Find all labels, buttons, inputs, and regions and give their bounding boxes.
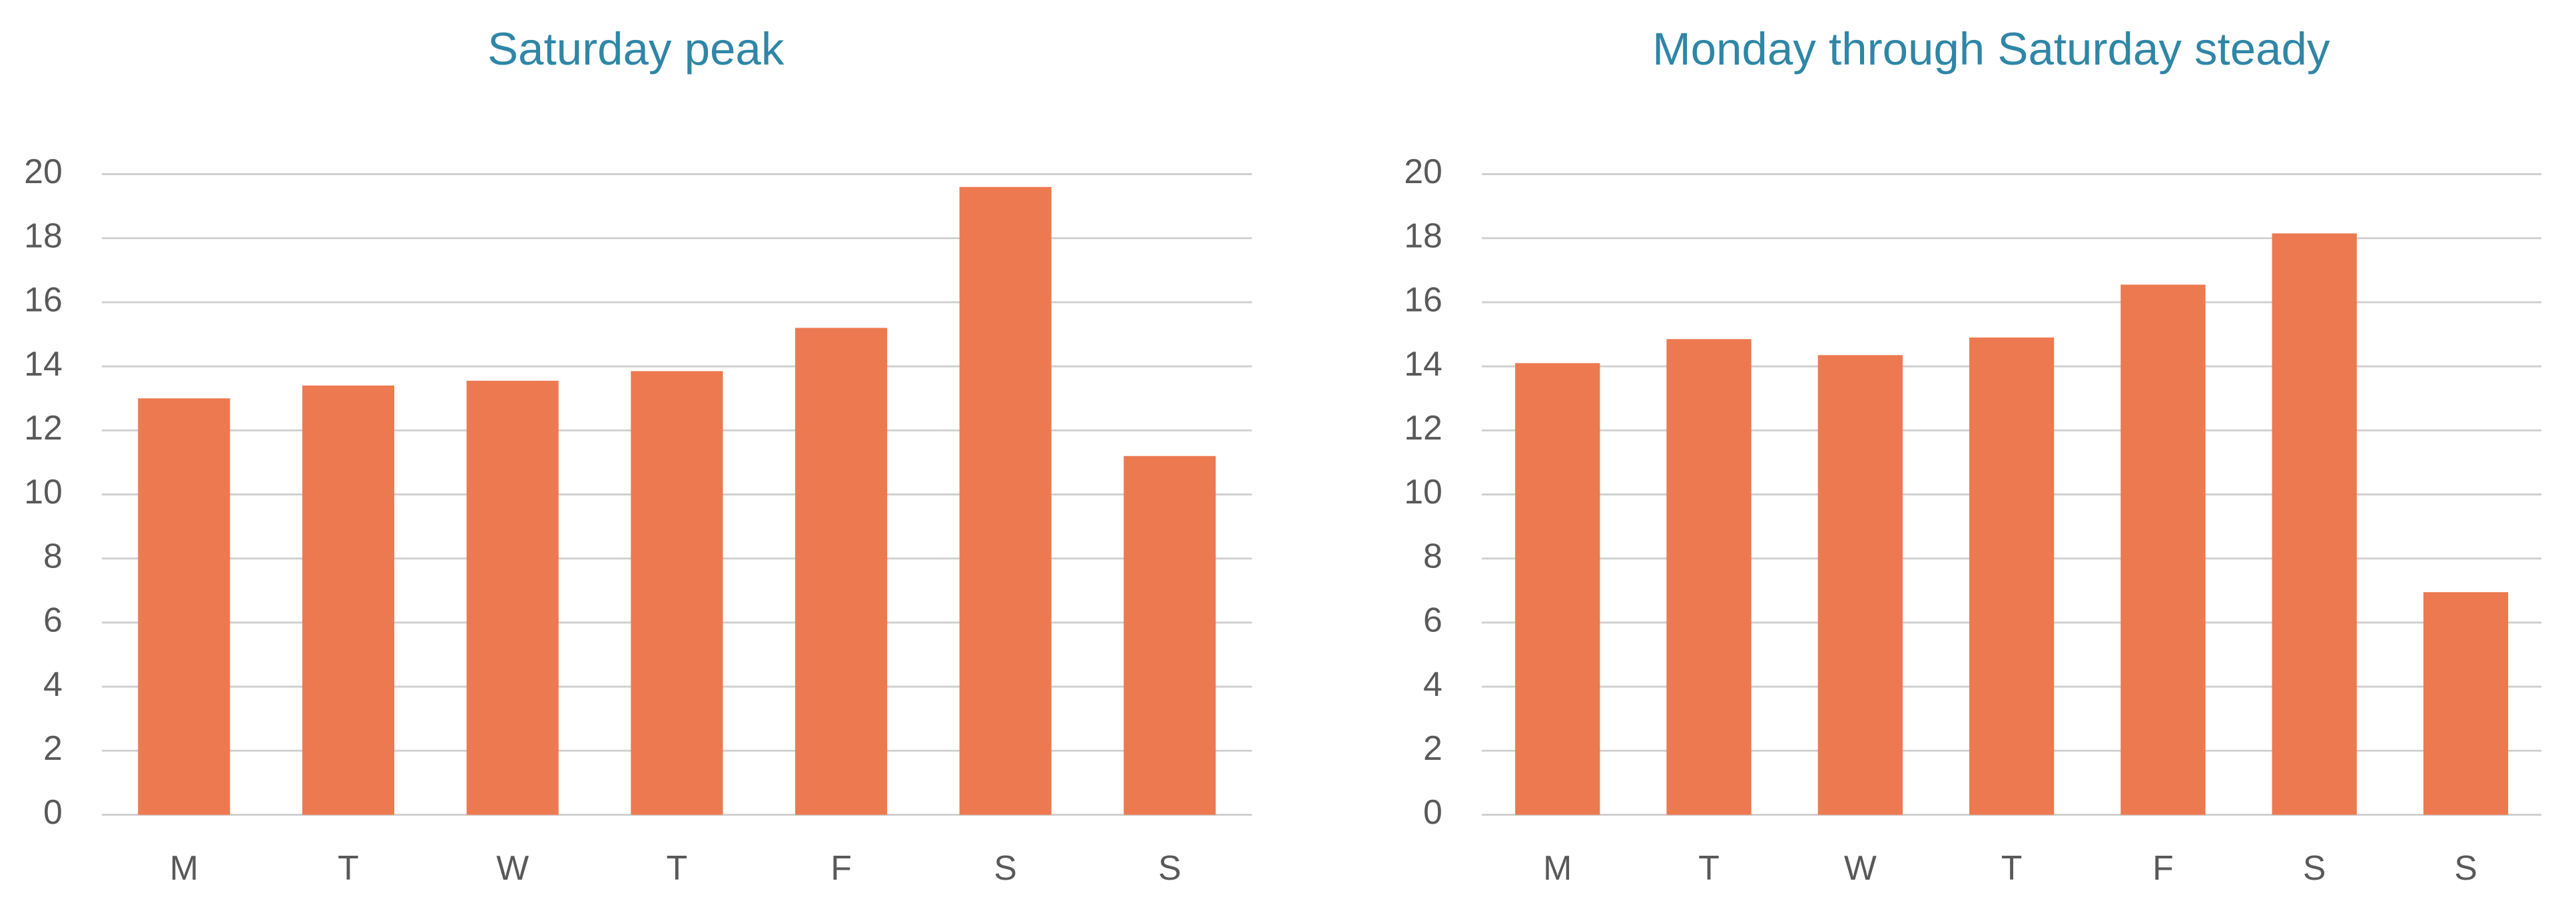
- bar: [138, 398, 230, 815]
- y-tick-label: 16: [24, 280, 63, 319]
- y-tick-label: 0: [43, 792, 63, 831]
- bar: [1124, 456, 1216, 815]
- y-tick-label: 12: [1404, 408, 1443, 447]
- bar: [302, 385, 395, 815]
- y-tick-label: 10: [1404, 472, 1443, 511]
- y-tick-label: 2: [43, 729, 63, 767]
- bar: [1817, 355, 1903, 815]
- y-tick-label: 12: [24, 408, 63, 447]
- bar: [2120, 284, 2206, 815]
- y-tick-label: 20: [1404, 152, 1443, 190]
- y-tick-label: 6: [1423, 601, 1443, 639]
- y-tick-label: 20: [24, 152, 63, 190]
- y-tick-label: 14: [1404, 344, 1443, 383]
- y-tick-label: 2: [1423, 729, 1443, 767]
- y-tick-label: 16: [1404, 280, 1443, 319]
- y-tick-label: 8: [1423, 536, 1443, 575]
- y-tick-label: 0: [1423, 792, 1443, 831]
- y-tick-label: 6: [43, 601, 63, 639]
- y-tick-label: 4: [43, 665, 63, 703]
- x-tick-label: F: [2152, 848, 2174, 887]
- bar: [1515, 363, 1600, 815]
- bar: [1666, 339, 1752, 815]
- x-tick-label: F: [830, 848, 852, 887]
- x-tick-label: S: [2303, 848, 2326, 887]
- y-tick-label: 14: [24, 344, 63, 383]
- x-tick-label: W: [1844, 848, 1877, 887]
- bar: [466, 380, 559, 815]
- bar: [959, 186, 1052, 815]
- bar: [631, 371, 723, 815]
- x-tick-label: M: [1543, 848, 1572, 887]
- chart-title: Monday through Saturday steady: [1652, 23, 2330, 75]
- y-tick-label: 8: [43, 536, 63, 575]
- x-tick-label: T: [667, 848, 688, 887]
- bar: [2272, 233, 2357, 815]
- x-tick-label: T: [1698, 848, 1720, 887]
- x-tick-label: S: [2454, 848, 2477, 887]
- y-tick-label: 4: [1423, 665, 1443, 703]
- y-tick-label: 18: [1404, 216, 1443, 254]
- y-tick-label: 18: [24, 216, 63, 254]
- x-tick-label: T: [2001, 848, 2023, 887]
- x-tick-label: W: [496, 848, 529, 887]
- bar: [1969, 337, 2055, 815]
- y-tick-label: 10: [24, 472, 63, 511]
- x-tick-label: S: [994, 848, 1017, 887]
- chart-title: Saturday peak: [487, 23, 785, 75]
- x-tick-label: T: [338, 848, 359, 887]
- bar: [795, 328, 888, 815]
- bar: [2423, 592, 2509, 815]
- x-tick-label: M: [170, 848, 198, 887]
- x-tick-label: S: [1158, 848, 1181, 887]
